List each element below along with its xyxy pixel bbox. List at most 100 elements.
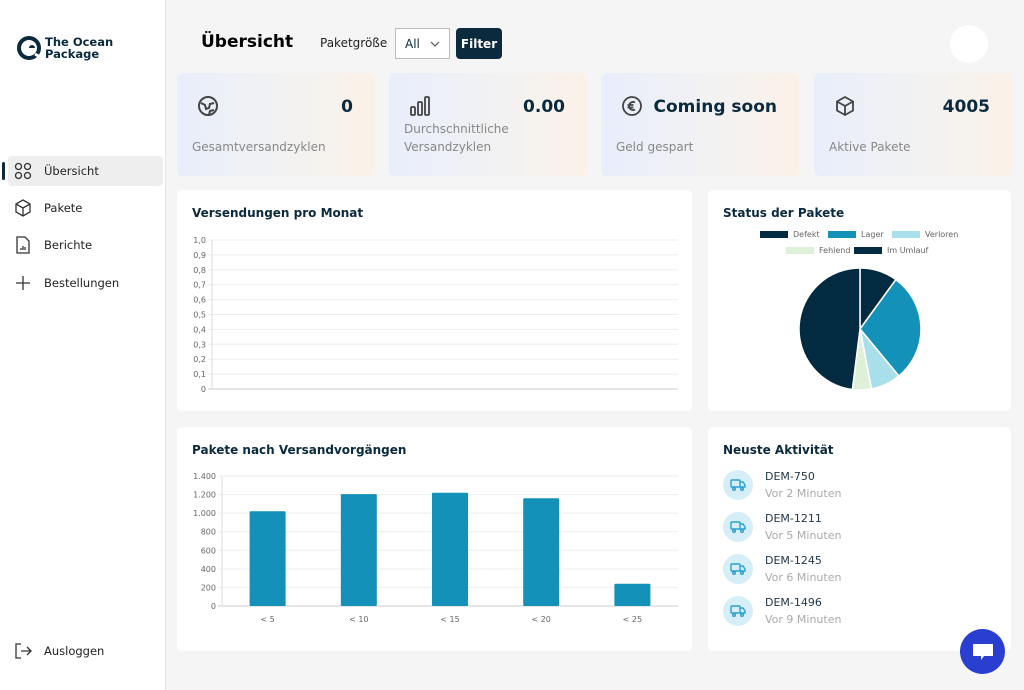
y-tick-label: 0,7 [193, 281, 206, 290]
y-tick-label: 1.000 [193, 509, 216, 518]
stat-label: Gesamtversandzyklen [192, 140, 326, 154]
bar-chart: 0 200 400 600 800 1.000 1.200 1.400 < 5 < 10 < 15 <… [193, 472, 678, 624]
x-tick-label: < 15 [440, 615, 459, 624]
y-tick-label: 0 [201, 385, 206, 394]
activity-item[interactable]: DEM-1245 Vor 6 Minuten [723, 554, 841, 584]
avatar[interactable] [950, 25, 988, 63]
sidebar-item-label: Berichte [44, 238, 93, 252]
legend-label: Defekt [793, 230, 820, 239]
shipments-per-month-card: Versendungen pro Monat 0 0,1 0,2 0,3 0,4 0,5 0… [177, 190, 692, 411]
activity-time: Vor 2 Minuten [765, 487, 842, 500]
activity-item[interactable]: DEM-1496 Vor 9 Minuten [723, 596, 841, 626]
activity-id: DEM-1496 [765, 596, 822, 609]
sidebar-item-bestellungen[interactable]: Bestellungen [8, 268, 163, 298]
plus-icon [12, 273, 34, 293]
activity-time: Vor 5 Minuten [765, 529, 842, 542]
y-tick-label: 800 [201, 528, 216, 537]
brand-name-1: The Ocean [45, 35, 114, 49]
stat-card-total-cycles: 0 Gesamtversandzyklen [177, 73, 375, 176]
activity-item[interactable]: DEM-750 Vor 2 Minuten [723, 470, 841, 500]
sidebar-item-pakete[interactable]: Pakete [8, 193, 163, 223]
x-tick-label: < 5 [260, 615, 274, 624]
stat-label: Aktive Pakete [829, 140, 911, 154]
truck-icon [723, 512, 753, 542]
logout-button[interactable]: Ausloggen [8, 636, 163, 666]
recent-activity-card: Neuste Aktivität DEM-750 Vor 2 Minuten DEM… [708, 427, 1011, 651]
wave-logo-icon [17, 36, 41, 60]
filter-button[interactable]: Filter [456, 28, 502, 59]
legend-swatch [786, 247, 814, 254]
x-tick-label: < 25 [623, 615, 642, 624]
y-tick-label: 0 [211, 602, 216, 611]
legend-label: Fehlend [819, 246, 850, 255]
bar-chart-icon [410, 96, 430, 116]
y-tick-label: 0,5 [193, 311, 206, 320]
package-size-label: Paketgröße [320, 36, 388, 50]
y-tick-label: 0,2 [193, 355, 206, 364]
chart-title: Pakete nach Versandvorgängen [192, 443, 407, 457]
y-tick-label: 0,8 [193, 266, 206, 275]
stat-value: Coming soon [653, 97, 777, 117]
legend-swatch [828, 231, 856, 238]
sidebar-item-label: Übersicht [44, 164, 99, 178]
legend-label: Im Umlauf [887, 246, 929, 255]
y-tick-label: 400 [201, 565, 216, 574]
bar [249, 511, 286, 606]
y-tick-label: 0,6 [193, 296, 206, 305]
x-tick-label: < 20 [531, 615, 550, 624]
activity-item[interactable]: DEM-1211 Vor 5 Minuten [723, 512, 841, 542]
activity-time: Vor 9 Minuten [765, 613, 842, 626]
bar [523, 498, 560, 606]
sidebar-item-berichte[interactable]: Berichte [8, 230, 163, 260]
legend-swatch [854, 247, 882, 254]
activity-id: DEM-750 [765, 470, 815, 483]
legend-swatch [760, 231, 788, 238]
y-tick-label: 1.400 [193, 472, 216, 481]
chart-title: Versendungen pro Monat [192, 206, 364, 220]
chevron-down-icon [430, 41, 440, 47]
brand-name-2: Package [45, 47, 100, 61]
chat-icon [972, 643, 993, 660]
report-icon [12, 235, 34, 255]
packages-by-shipments-card: Pakete nach Versandvorgängen 0 200 400 600 8… [177, 427, 692, 651]
active-indicator [2, 162, 5, 180]
globe-icon [198, 96, 218, 116]
y-tick-label: 1.200 [193, 491, 216, 500]
bar [432, 492, 468, 606]
page-title: Übersicht [201, 32, 294, 52]
activity-id: DEM-1245 [765, 554, 822, 567]
logout-label: Ausloggen [44, 644, 105, 658]
truck-icon [723, 596, 753, 626]
y-tick-label: 600 [201, 546, 216, 555]
stat-value: 0.00 [523, 97, 565, 117]
pie-chart: Defekt Lager Verloren Fehlend Im Umlauf [760, 230, 958, 391]
pie-slice [798, 267, 861, 391]
sidebar-item-uebersicht[interactable]: Übersicht [8, 156, 163, 186]
chart-title: Status der Pakete [723, 206, 845, 220]
grid-icon [12, 161, 34, 181]
stat-value: 4005 [942, 97, 990, 117]
stat-label: Durchschnittliche Versandzyklen [404, 122, 509, 154]
stat-card-avg-cycles: 0.00 Durchschnittliche Versandzyklen [389, 73, 587, 176]
bar [340, 494, 377, 606]
activity-id: DEM-1211 [765, 512, 822, 525]
sidebar-item-label: Bestellungen [44, 276, 120, 290]
sidebar-item-label: Pakete [44, 201, 83, 215]
y-tick-label: 1,0 [193, 236, 206, 245]
legend-label: Verloren [925, 230, 958, 239]
x-tick-label: < 10 [349, 615, 368, 624]
box-icon [12, 198, 34, 218]
brand-logo[interactable]: The Ocean Package [17, 36, 113, 60]
euro-icon [622, 96, 642, 116]
stat-card-money-saved: Coming soon Geld gespart [601, 73, 799, 176]
y-tick-label: 0,1 [193, 370, 206, 379]
package-status-card: Status der Pakete Defekt Lager Verloren Feh… [708, 190, 1011, 411]
legend-label: Lager [861, 230, 884, 239]
y-tick-label: 0,3 [193, 340, 206, 349]
y-tick-label: 0,4 [193, 325, 206, 334]
chat-button[interactable] [960, 629, 1005, 674]
activity-time: Vor 6 Minuten [765, 571, 842, 584]
line-chart: 0 0,1 0,2 0,3 0,4 0,5 0,6 0,7 0,8 0,9 1,0 [193, 236, 678, 394]
logout-icon [12, 641, 34, 661]
package-size-select[interactable]: All [395, 28, 450, 59]
